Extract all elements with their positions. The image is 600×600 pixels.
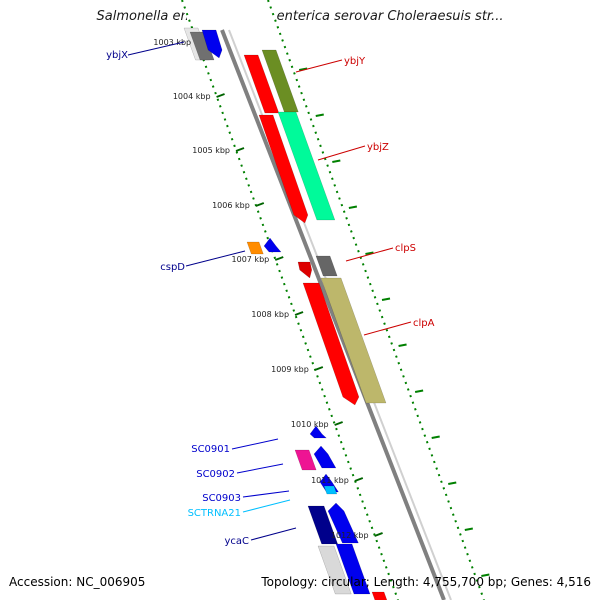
gene-leader-line [236, 463, 284, 474]
feature-block [302, 282, 360, 406]
gc-peak [348, 205, 358, 209]
tick-label: 1010 kbp [291, 420, 329, 429]
gc-peak [299, 67, 308, 71]
tick-label: 1008 kbp [251, 310, 289, 319]
feature-block [371, 591, 388, 600]
gc-peak [448, 481, 457, 485]
feature-block [277, 111, 336, 221]
feature-block [335, 543, 371, 595]
label-layer: 1003 kbp 1004 kbp 1005 kbp 1006 kbp 1007 kbp… [106, 38, 435, 547]
gene-label-cspd: cspD [160, 262, 185, 273]
gene-label-sc0902: SC0902 [196, 469, 235, 480]
feature-block [323, 485, 338, 495]
gene-leader-line [317, 145, 366, 161]
feature-block [320, 277, 387, 404]
gc-peak [365, 251, 374, 255]
gc-peak [381, 297, 391, 301]
tick-label: 1003 kbp [153, 38, 191, 47]
gene-label-ybjy: ybjY [344, 56, 366, 67]
feature-block [309, 425, 327, 439]
gene-label-sc0903: SC0903 [202, 493, 241, 504]
gene-label-sctrna21: SCTRNA21 [188, 508, 241, 519]
gene-label-ybjz: ybjZ [367, 142, 389, 153]
tick-mark [294, 311, 304, 316]
gc-peak [398, 343, 407, 347]
gene-leader-line [127, 41, 185, 56]
gene-label-ybjx: ybjX [106, 50, 128, 61]
feature-block [263, 237, 282, 253]
tick-mark [274, 256, 284, 261]
tick-mark [374, 532, 383, 537]
gene-leader-line [242, 490, 290, 498]
feature-block [315, 255, 338, 277]
tick-label: 1005 kbp [192, 146, 230, 155]
gc-peak [332, 159, 341, 163]
tick-label: 1011 kbp [311, 476, 349, 485]
gene-label-clps: clpS [395, 243, 416, 254]
feature-block [246, 241, 264, 255]
feature-block [297, 261, 313, 279]
gene-leader-line [363, 321, 412, 336]
gene-label-clpa: clpA [413, 318, 435, 329]
feature-block [261, 49, 299, 113]
gene-leader-line [345, 247, 394, 262]
feature-block [313, 445, 337, 469]
gene-leader-line [185, 250, 246, 267]
gene-leader-line [231, 438, 279, 450]
tick-label: 1009 kbp [271, 365, 309, 374]
backbone-line [220, 29, 446, 600]
tick-label: 1006 kbp [212, 201, 250, 210]
feature-block [327, 502, 359, 544]
tick-mark [314, 366, 324, 371]
gene-leader-line [242, 499, 291, 513]
feature-layer [183, 27, 388, 600]
feature-block [189, 31, 215, 61]
gc-peak [464, 527, 473, 531]
feature-block [201, 29, 223, 59]
gc-peak [481, 573, 490, 577]
feature-block [317, 545, 352, 595]
gene-label-sc0901: SC0901 [191, 444, 230, 455]
gc-peak [431, 435, 440, 439]
tick-label: 1007 kbp [232, 255, 270, 264]
tick-mark [216, 93, 225, 98]
tick-label: 1012 kbp [331, 531, 369, 540]
genome-summary-text: Topology: circular; Length: 4,755,700 bp… [261, 575, 591, 589]
gc-peak [414, 389, 424, 393]
gene-leader-line [250, 527, 297, 541]
tick-mark [334, 421, 343, 426]
feature-block [258, 114, 309, 224]
tick-mark [255, 202, 265, 207]
gc-peak [315, 113, 324, 117]
accession-text: Accession: NC_006905 [9, 575, 146, 589]
tick-mark [235, 147, 245, 152]
gc-track-outer [267, 0, 485, 600]
gc-track-inner [181, 0, 399, 600]
tick-label: 1004 kbp [173, 92, 211, 101]
gene-leader-line [295, 59, 343, 73]
gene-label-ycac: ycaC [224, 536, 249, 547]
tick-mark [354, 477, 364, 482]
feature-block [294, 449, 317, 471]
